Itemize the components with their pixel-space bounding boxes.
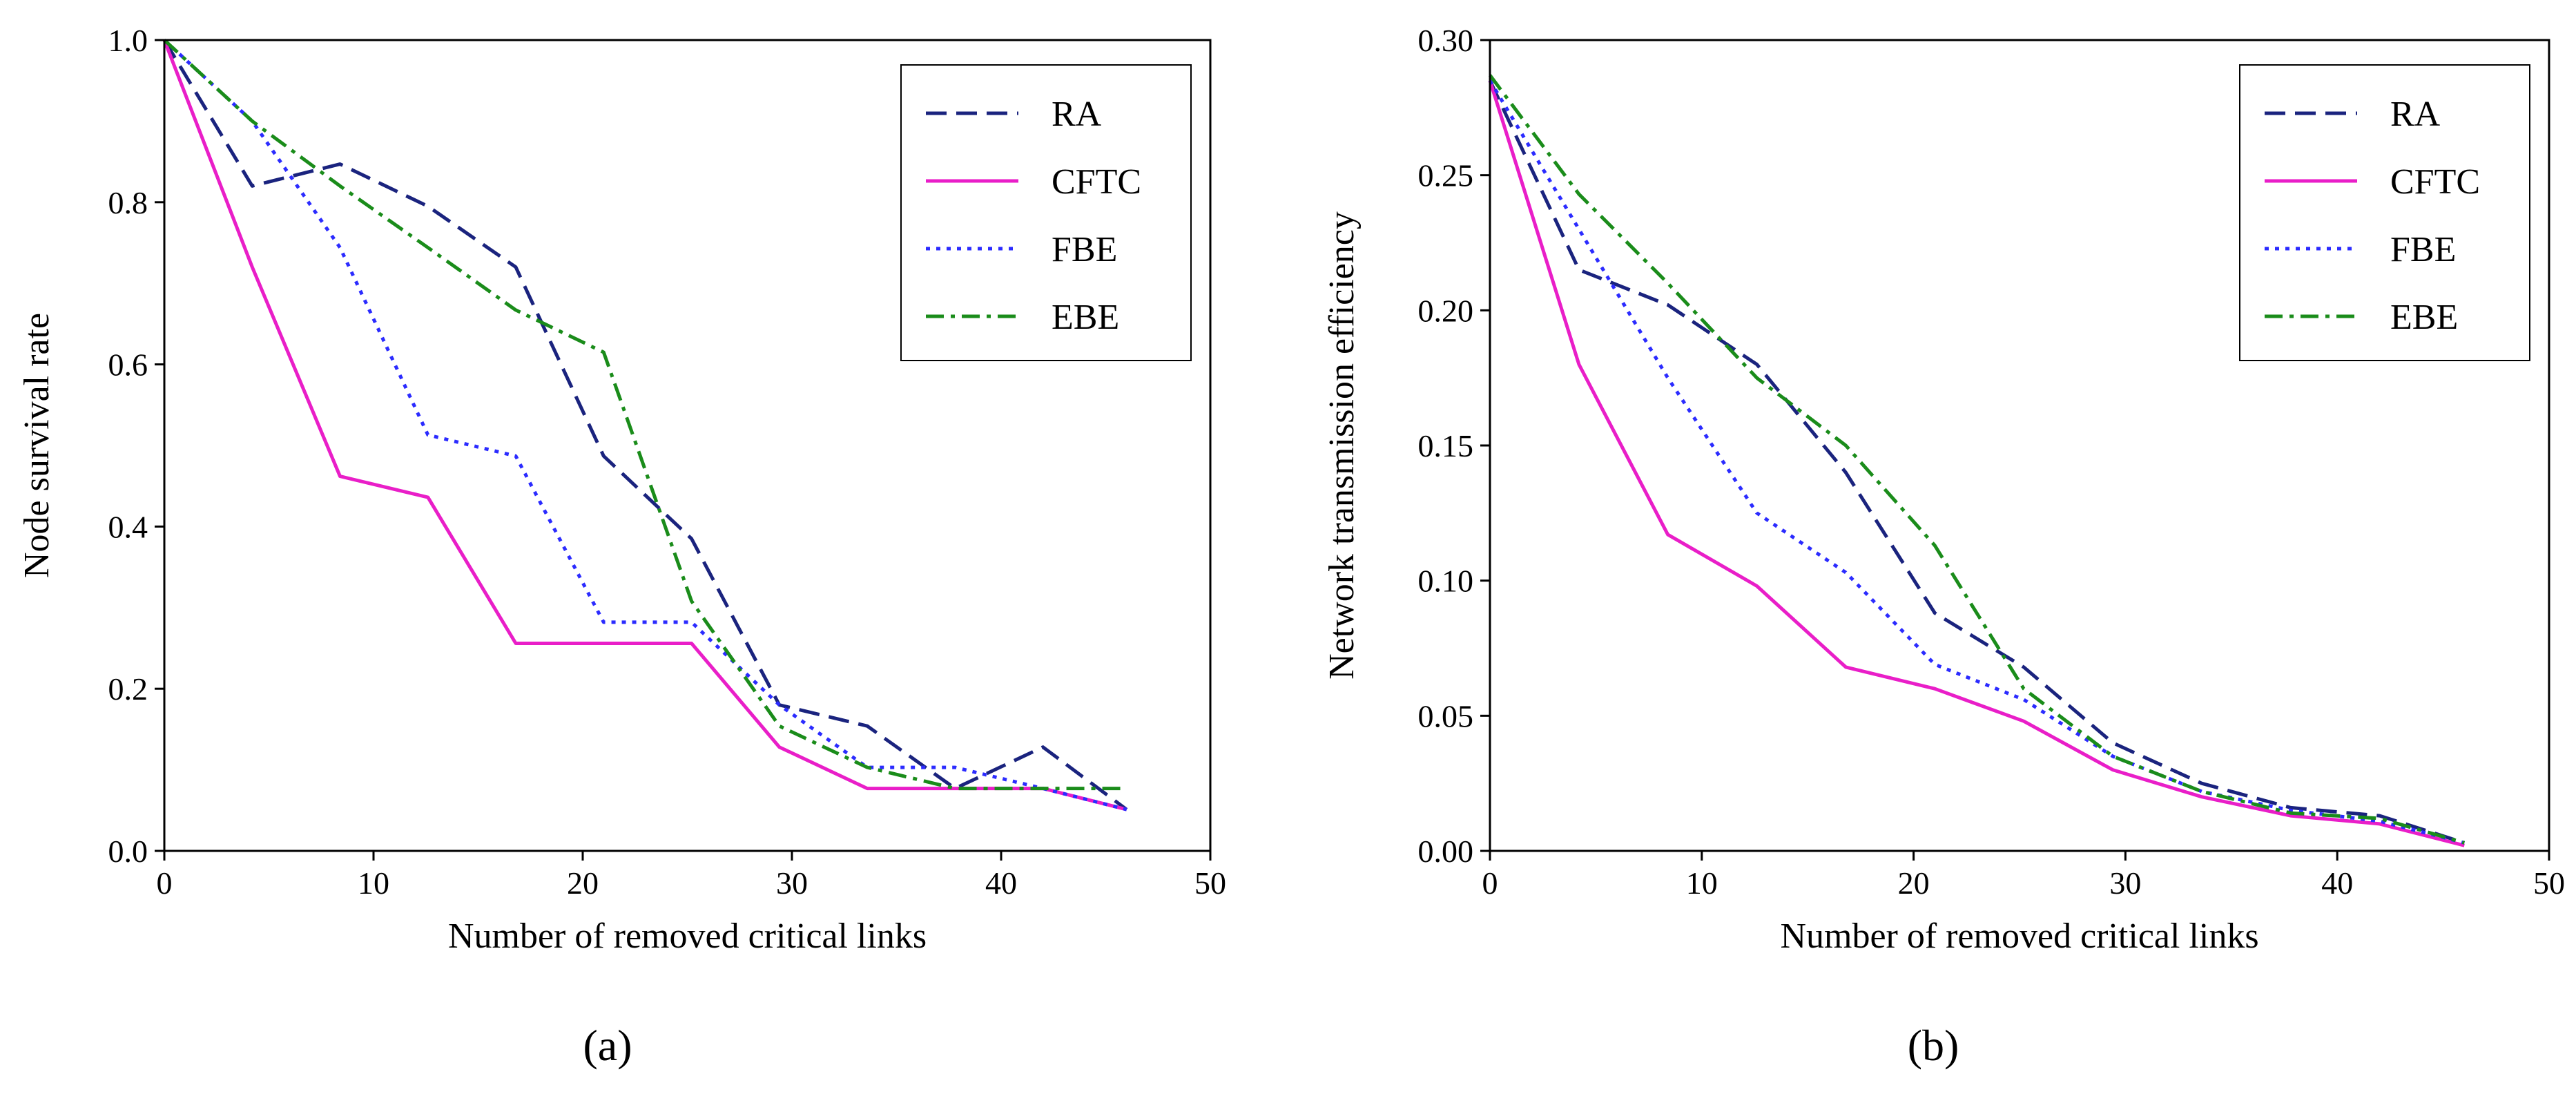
y-tick-label: 0.2 (108, 671, 148, 707)
legend-box (2239, 64, 2530, 361)
x-tick-label: 0 (1482, 865, 1498, 901)
x-axis-title: Number of removed critical links (1780, 917, 2258, 956)
series-line-ebe (1488, 74, 2465, 845)
legend-label-ra: RA (1052, 95, 1102, 134)
y-tick-label: 1.0 (108, 23, 148, 58)
x-tick-label: 0 (157, 865, 173, 901)
y-tick-label: 0.10 (1418, 564, 1474, 599)
x-tick-label: 10 (1686, 865, 1718, 901)
series-group (1488, 74, 2466, 847)
legend: RA CFTC FBE EBE (900, 64, 1192, 361)
y-tick-label: 0.0 (108, 834, 148, 869)
series-line-ra (1488, 79, 2466, 845)
legend-label-fbe: FBE (2390, 230, 2456, 269)
legend-label-ebe: EBE (2390, 298, 2458, 337)
x-tick-label: 30 (2109, 865, 2141, 901)
y-tick-label: 0.4 (108, 509, 148, 544)
y-tick-label: 0.00 (1418, 834, 1474, 869)
y-tick-label: 0.8 (108, 185, 148, 220)
legend: RA CFTC FBE EBE (2239, 64, 2530, 361)
y-tick-label: 0.20 (1418, 293, 1474, 328)
x-tick-label: 50 (2533, 865, 2565, 901)
x-tick-label: 20 (1898, 865, 1930, 901)
y-tick-label: 0.25 (1418, 158, 1474, 193)
x-tick-label: 50 (1194, 865, 1226, 901)
panel-label-a: (a) (583, 1021, 632, 1070)
panel-label-b: (b) (1908, 1021, 1959, 1070)
x-axis-title: Number of removed critical links (448, 917, 927, 956)
y-tick-label: 0.05 (1418, 698, 1474, 733)
chart-panel-b: 0 10 20 30 40 50 0.00 0.05 0.10 0.15 0.20 0.25 0.30 N… (1322, 23, 2565, 956)
x-tick-label: 30 (776, 865, 808, 901)
series-line-cftc (1488, 79, 2465, 847)
legend-box (900, 64, 1192, 361)
y-axis-title: Network transmission efficiency (1322, 211, 1362, 680)
legend-label-fbe: FBE (1052, 230, 1117, 269)
x-tick-label: 40 (985, 865, 1017, 901)
series-line-ebe (163, 39, 1127, 791)
legend-label-cftc: CFTC (2390, 162, 2480, 202)
plot-frame (163, 39, 1212, 852)
y-tick-label: 0.30 (1418, 23, 1474, 58)
x-tick-label: 20 (567, 865, 599, 901)
legend-label-ra: RA (2390, 95, 2441, 134)
series-group (162, 39, 1128, 812)
y-axis-title: Node survival rate (17, 313, 57, 578)
y-tick-label: 0.6 (108, 347, 148, 383)
chart-panel-a: 0 10 20 30 40 50 0.0 0.2 0.4 0.6 0.8 1.0 Number of r… (17, 23, 1226, 956)
legend-label-ebe: EBE (1052, 298, 1119, 337)
x-tick-label: 40 (2321, 865, 2353, 901)
series-line-ra (162, 39, 1128, 812)
legend-label-cftc: CFTC (1052, 162, 1141, 202)
x-tick-label: 10 (358, 865, 389, 901)
y-tick-label: 0.15 (1418, 428, 1474, 463)
series-line-fbe (1488, 79, 2465, 845)
